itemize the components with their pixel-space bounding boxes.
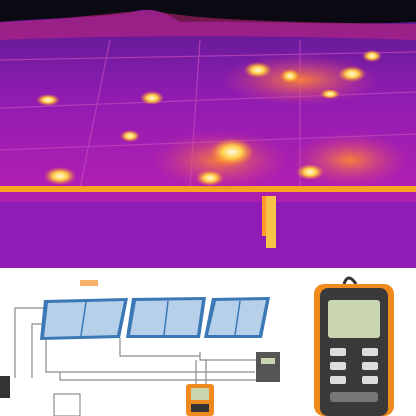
mounting-post — [266, 196, 276, 248]
mounting-post-shadow — [262, 196, 266, 236]
inverter-display — [261, 358, 275, 364]
thermal-image — [0, 0, 416, 268]
hotspot — [244, 62, 272, 78]
hotspot — [120, 130, 140, 142]
hotspot — [196, 170, 224, 186]
hotspot — [44, 167, 76, 185]
handheld-meter — [314, 276, 394, 416]
solar-panel — [204, 297, 270, 338]
hotspot — [320, 89, 340, 99]
junction-box — [53, 393, 81, 416]
hotspot — [280, 69, 300, 83]
hotspot — [210, 138, 254, 166]
sky-band — [0, 0, 416, 24]
inverter-box — [256, 352, 280, 382]
hotspot — [338, 66, 366, 82]
roof-edge — [0, 10, 416, 40]
clamp-meter — [186, 384, 214, 416]
hotspot — [362, 50, 382, 62]
lower-wall — [0, 192, 416, 268]
hotspot — [296, 164, 324, 180]
solar-panel — [40, 298, 128, 340]
wall-highlight — [0, 192, 416, 202]
hotspot — [140, 91, 164, 105]
device-left — [0, 376, 10, 398]
solar-panel — [126, 297, 206, 338]
wiring — [14, 307, 275, 386]
pv-test-diagram — [0, 268, 416, 416]
hotspot — [36, 94, 60, 106]
label-tag — [80, 280, 98, 286]
